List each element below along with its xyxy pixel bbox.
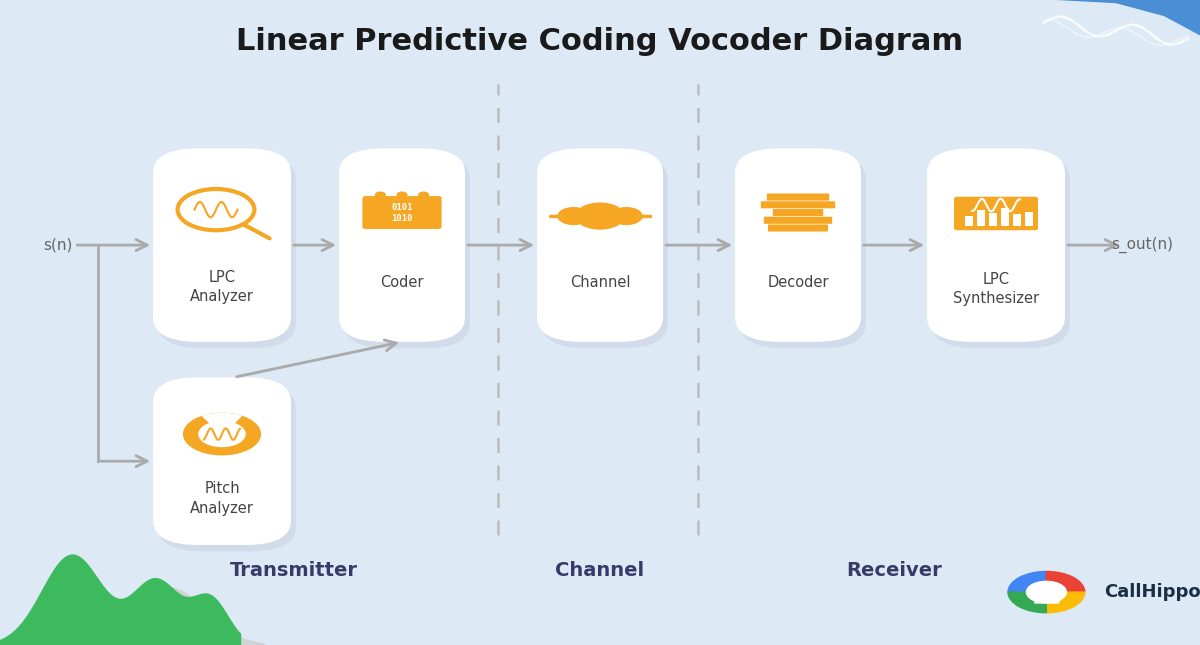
FancyBboxPatch shape [158,155,296,348]
Text: Coder: Coder [380,275,424,290]
FancyBboxPatch shape [542,155,667,348]
Wedge shape [1008,571,1046,592]
FancyBboxPatch shape [761,201,835,208]
Text: LPC
Synthesizer: LPC Synthesizer [953,272,1039,306]
FancyBboxPatch shape [158,384,296,551]
Text: CallHippo: CallHippo [1104,583,1200,601]
FancyBboxPatch shape [764,217,833,224]
Circle shape [199,422,245,446]
Wedge shape [203,413,241,434]
Text: s(n): s(n) [43,237,72,253]
Bar [965,216,973,226]
FancyBboxPatch shape [931,155,1070,348]
Circle shape [376,192,385,197]
Bar [989,213,997,226]
FancyBboxPatch shape [768,224,828,232]
Bar [1001,208,1009,226]
FancyBboxPatch shape [154,148,292,342]
Text: Channel: Channel [570,275,630,290]
FancyBboxPatch shape [340,148,466,342]
Circle shape [1026,581,1067,603]
Text: Linear Predictive Coding Vocoder Diagram: Linear Predictive Coding Vocoder Diagram [236,28,964,56]
Text: Transmitter: Transmitter [230,561,358,580]
Circle shape [576,203,624,229]
Circle shape [611,208,642,224]
FancyBboxPatch shape [954,197,1038,230]
Text: LPC
Analyzer: LPC Analyzer [190,270,254,304]
FancyBboxPatch shape [538,148,662,342]
Text: 0101
1010: 0101 1010 [391,203,413,223]
Text: Decoder: Decoder [767,275,829,290]
Wedge shape [1046,571,1085,592]
Circle shape [1036,582,1057,594]
FancyBboxPatch shape [362,196,442,229]
Circle shape [184,413,260,455]
Text: Channel: Channel [556,561,644,580]
Circle shape [558,208,589,224]
Circle shape [397,192,407,197]
Wedge shape [1008,592,1046,613]
FancyBboxPatch shape [773,209,823,216]
Text: Receiver: Receiver [846,561,942,580]
Bar [977,210,985,226]
Circle shape [419,192,428,197]
Text: Pitch
Analyzer: Pitch Analyzer [190,481,254,516]
FancyBboxPatch shape [928,148,1066,342]
FancyBboxPatch shape [767,194,829,201]
FancyBboxPatch shape [154,377,292,545]
Wedge shape [1046,592,1085,613]
Bar [1013,214,1021,226]
Bar [1025,212,1033,226]
Text: s_out(n): s_out(n) [1111,237,1174,253]
FancyBboxPatch shape [739,155,866,348]
FancyBboxPatch shape [344,155,470,348]
Polygon shape [1026,0,1200,35]
FancyBboxPatch shape [734,148,862,342]
